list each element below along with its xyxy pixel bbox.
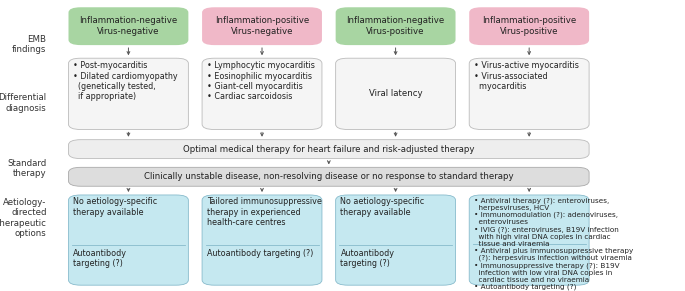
Text: No aetiology-specific
therapy available: No aetiology-specific therapy available	[340, 197, 425, 217]
Text: Autoantibody
targeting (?): Autoantibody targeting (?)	[73, 249, 127, 268]
Text: Standard
therapy: Standard therapy	[8, 159, 47, 178]
Text: • Virus-active myocarditis
• Virus-associated
  myocarditis: • Virus-active myocarditis • Virus-assoc…	[474, 61, 579, 91]
Text: • Lymphocytic myocarditis
• Eosinophilic myocarditis
• Giant-cell myocarditis
• : • Lymphocytic myocarditis • Eosinophilic…	[207, 61, 314, 101]
FancyBboxPatch shape	[68, 195, 188, 285]
Text: Inflammation-positive
Virus-negative: Inflammation-positive Virus-negative	[215, 17, 309, 36]
Text: Aetiology-
directed
therapeutic
options: Aetiology- directed therapeutic options	[0, 198, 47, 238]
Text: Viral latency: Viral latency	[369, 89, 423, 98]
FancyBboxPatch shape	[68, 140, 589, 159]
Text: No aetiology-specific
therapy available: No aetiology-specific therapy available	[73, 197, 158, 217]
Text: • Post-myocarditis
• Dilated cardiomyopathy
  (genetically tested,
  if appropri: • Post-myocarditis • Dilated cardiomyopa…	[73, 61, 178, 101]
FancyBboxPatch shape	[68, 7, 188, 45]
FancyBboxPatch shape	[469, 195, 589, 285]
Text: Clinically unstable disease, non-resolving disease or no response to standard th: Clinically unstable disease, non-resolvi…	[144, 172, 514, 181]
FancyBboxPatch shape	[202, 58, 322, 129]
FancyBboxPatch shape	[469, 58, 589, 129]
Text: • Antiviral therapy (?): enteroviruses,
  herpesviruses, HCV
• Immunomodulation : • Antiviral therapy (?): enteroviruses, …	[474, 197, 619, 247]
Text: Differential
diagnosis: Differential diagnosis	[0, 93, 47, 113]
FancyBboxPatch shape	[469, 7, 589, 45]
Text: Autoantibody
targeting (?): Autoantibody targeting (?)	[340, 249, 395, 268]
Text: • Antiviral plus immunosuppressive therapy
  (?): herpesvirus infection without : • Antiviral plus immunosuppressive thera…	[474, 248, 633, 290]
FancyBboxPatch shape	[336, 58, 456, 129]
Text: EMB
findings: EMB findings	[12, 35, 47, 54]
FancyBboxPatch shape	[68, 58, 188, 129]
Text: Inflammation-negative
Virus-positive: Inflammation-negative Virus-positive	[347, 17, 445, 36]
FancyBboxPatch shape	[202, 7, 322, 45]
FancyBboxPatch shape	[68, 167, 589, 186]
FancyBboxPatch shape	[202, 195, 322, 285]
Text: Optimal medical therapy for heart failure and risk-adjusted therapy: Optimal medical therapy for heart failur…	[183, 145, 475, 154]
Text: Inflammation-negative
Virus-negative: Inflammation-negative Virus-negative	[79, 17, 177, 36]
Text: Autoantibody targeting (?): Autoantibody targeting (?)	[207, 249, 313, 258]
Text: Tailored immunosuppressive
therapy in experienced
health-care centres: Tailored immunosuppressive therapy in ex…	[207, 197, 322, 227]
FancyBboxPatch shape	[336, 195, 456, 285]
Text: Inflammation-positive
Virus-positive: Inflammation-positive Virus-positive	[482, 17, 576, 36]
FancyBboxPatch shape	[336, 7, 456, 45]
